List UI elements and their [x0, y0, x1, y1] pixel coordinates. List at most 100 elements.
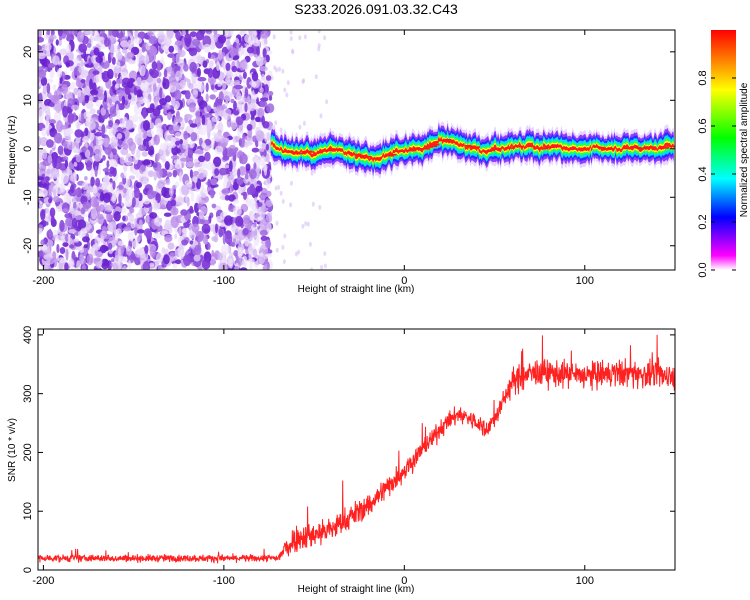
noise-blob — [225, 79, 235, 87]
noise-blob — [52, 250, 57, 260]
noise-blob — [68, 229, 76, 234]
noise-blob — [69, 82, 76, 90]
noise-blob — [122, 215, 126, 222]
noise-blob — [257, 216, 264, 221]
noise-blob — [198, 155, 206, 163]
noise-blob — [189, 169, 193, 179]
heatmap-noise-region — [38, 30, 332, 270]
noise-blob — [70, 207, 77, 215]
noise-blob — [148, 36, 158, 45]
noise-blob — [44, 42, 52, 52]
noise-blob — [182, 140, 189, 150]
noise-blob — [236, 92, 242, 101]
noise-blob — [101, 55, 107, 63]
noise-blob — [251, 147, 260, 153]
noise-blob — [55, 235, 65, 242]
noise-blob — [289, 30, 293, 35]
noise-blob — [136, 89, 143, 98]
noise-blob — [52, 185, 58, 197]
noise-blob — [89, 95, 94, 102]
noise-blob — [93, 257, 101, 262]
noise-blob — [84, 176, 88, 181]
noise-blob — [111, 148, 117, 156]
noise-blob — [137, 115, 143, 121]
spectrogram-y-tick-label: -20 — [22, 238, 34, 254]
noise-blob — [128, 260, 131, 270]
noise-blob — [168, 187, 174, 197]
noise-blob — [197, 82, 205, 93]
noise-blob — [286, 80, 290, 86]
noise-blob — [66, 169, 73, 176]
noise-blob — [149, 212, 158, 219]
noise-blob — [278, 66, 281, 72]
noise-blob — [248, 250, 253, 262]
noise-blob — [221, 187, 229, 196]
noise-blob — [49, 34, 57, 40]
noise-blob — [179, 79, 187, 89]
noise-blob — [86, 43, 92, 48]
noise-blob — [86, 163, 92, 171]
noise-blob — [259, 100, 268, 108]
noise-blob — [218, 167, 227, 176]
noise-blob — [42, 84, 47, 95]
noise-blob — [262, 264, 270, 270]
noise-blob — [188, 47, 198, 57]
noise-blob — [111, 57, 116, 65]
noise-blob — [90, 89, 99, 96]
noise-blob — [210, 137, 215, 149]
ridge-band — [270, 136, 674, 163]
noise-blob — [222, 234, 226, 245]
noise-blob — [213, 32, 218, 43]
noise-blob — [266, 103, 275, 113]
noise-blob — [65, 30, 73, 36]
noise-blob — [95, 55, 104, 64]
noise-blob — [43, 197, 51, 205]
noise-blob — [251, 210, 255, 222]
noise-blob — [283, 87, 287, 93]
noise-blob — [253, 162, 257, 170]
noise-blob — [259, 66, 268, 72]
noise-blob — [161, 247, 166, 254]
noise-blob — [108, 30, 113, 36]
snr-y-tick-label: 300 — [22, 384, 34, 402]
noise-blob — [81, 181, 89, 191]
noise-blob — [213, 235, 219, 243]
noise-blob — [274, 185, 278, 191]
noise-blob — [106, 182, 114, 194]
noise-blob — [135, 182, 142, 189]
spectrogram-frame — [37, 29, 676, 271]
noise-blob — [122, 227, 132, 232]
noise-blob — [202, 234, 208, 245]
noise-blob — [224, 30, 234, 37]
noise-blob — [181, 239, 189, 246]
noise-blob — [265, 200, 273, 208]
noise-blob — [236, 176, 244, 186]
snr-x-label: Height of straight line (km) — [298, 584, 415, 595]
noise-blob — [203, 43, 211, 53]
spectrogram-x-tick-label: -200 — [32, 275, 54, 287]
noise-blob — [207, 51, 212, 59]
noise-blob — [260, 155, 266, 164]
noise-blob — [303, 34, 307, 40]
noise-blob — [237, 127, 241, 140]
noise-blob — [224, 101, 229, 107]
noise-blob — [67, 112, 75, 124]
noise-blob — [53, 195, 60, 203]
noise-blob — [46, 257, 55, 265]
noise-blob — [281, 244, 285, 250]
noise-blob — [184, 33, 192, 45]
noise-blob — [49, 102, 55, 108]
noise-blob — [103, 90, 107, 103]
noise-blob — [178, 243, 184, 250]
noise-blob — [100, 258, 110, 270]
spectrogram-y-tick-label: 20 — [22, 46, 34, 58]
noise-blob — [225, 70, 233, 79]
noise-blob — [136, 247, 145, 256]
noise-blob — [86, 253, 94, 266]
noise-blob — [207, 178, 211, 188]
noise-blob — [82, 136, 90, 144]
noise-blob — [115, 228, 122, 237]
noise-blob — [46, 168, 51, 175]
noise-blob — [82, 201, 92, 209]
